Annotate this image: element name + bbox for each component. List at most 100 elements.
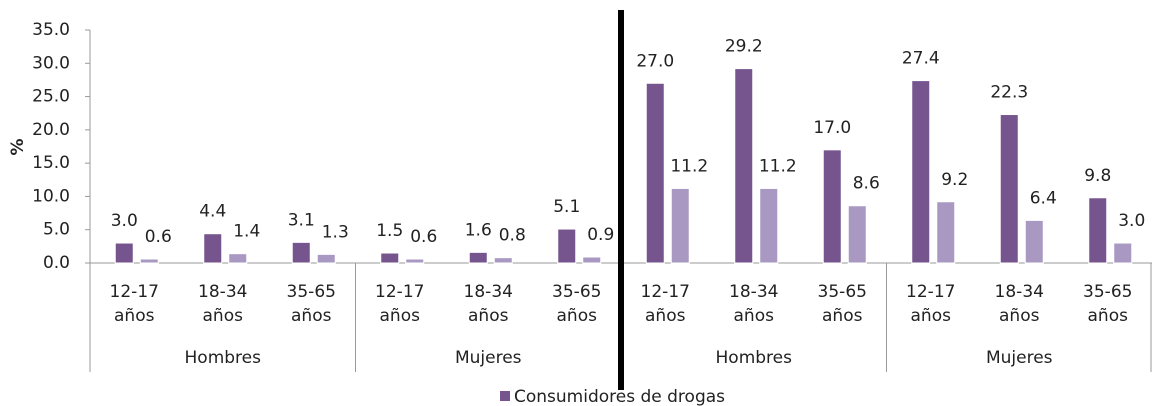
value-label: 5.1	[553, 197, 580, 217]
bar	[670, 187, 690, 264]
y-axis-label: %	[8, 138, 28, 155]
legend-swatch	[500, 391, 510, 401]
x-tick-label-line: años	[999, 306, 1040, 326]
bar	[139, 258, 159, 264]
x-tick-label-line: años	[645, 306, 686, 326]
bar	[847, 205, 867, 264]
x-tick-label: 18-34 años	[464, 282, 513, 326]
value-label: 0.6	[145, 227, 172, 247]
bar	[645, 82, 665, 264]
x-tick-label: 12-17 años	[906, 282, 955, 326]
x-tick-label-line: años	[822, 306, 863, 326]
group-label: Mujeres	[455, 348, 522, 368]
value-label: 0.6	[410, 227, 437, 247]
value-label: 8.6	[853, 174, 880, 194]
bar	[759, 187, 779, 264]
x-tick-label-line: años	[291, 306, 332, 326]
value-label: 0.9	[587, 225, 614, 245]
value-label: 0.8	[499, 226, 526, 246]
x-tick-label-line: 18-34	[198, 282, 247, 302]
bar	[1024, 219, 1044, 264]
x-tick-label: 35-65 años	[552, 282, 601, 326]
value-label: 27.0	[636, 51, 674, 71]
bar	[493, 257, 513, 264]
x-tick-label-line: 18-34	[729, 282, 778, 302]
bar	[316, 253, 336, 264]
bar	[911, 80, 931, 264]
legend-label: Consumidores de drogas	[514, 387, 725, 406]
divider	[618, 10, 624, 390]
x-tick-label: 18-34 años	[198, 282, 247, 326]
value-label: 1.4	[233, 222, 260, 242]
x-tick-label: 12-17 años	[641, 282, 690, 326]
x-tick-label-line: años	[114, 306, 155, 326]
y-tick-label: 5.0	[43, 220, 70, 240]
value-label: 27.4	[902, 49, 940, 69]
value-label: 9.8	[1084, 166, 1111, 186]
x-tick-label-line: años	[557, 306, 598, 326]
x-tick-label-line: 12-17	[906, 282, 955, 302]
x-tick-label-line: 18-34	[995, 282, 1044, 302]
value-label: 11.2	[759, 156, 797, 176]
value-label: 3.0	[111, 211, 138, 231]
value-label: 3.0	[1118, 211, 1145, 231]
bar	[380, 252, 400, 264]
bar	[1088, 197, 1108, 264]
x-tick-label-line: 35-65	[818, 282, 867, 302]
value-label: 1.3	[322, 222, 349, 242]
x-tick-label: 35-65 años	[818, 282, 867, 326]
bar	[822, 149, 842, 264]
value-label: 17.0	[813, 118, 851, 138]
value-label: 4.4	[199, 202, 226, 222]
y-tick-label: 10.0	[32, 186, 70, 206]
x-tick-label-line: años	[1088, 306, 1129, 326]
x-tick-label: 35-65 años	[1083, 282, 1132, 326]
value-label: 3.1	[288, 210, 315, 230]
value-label: 1.6	[465, 220, 492, 240]
x-tick-label: 12-17 años	[110, 282, 159, 326]
x-tick-label-line: años	[734, 306, 775, 326]
bar	[936, 201, 956, 264]
y-tick-label: 35.0	[32, 20, 70, 40]
x-tick-label-line: 18-34	[464, 282, 513, 302]
value-label: 6.4	[1030, 188, 1057, 208]
bar	[999, 114, 1019, 264]
x-tick-label-line: años	[468, 306, 509, 326]
group-label: Hombres	[716, 348, 793, 368]
value-label: 9.2	[941, 170, 968, 190]
bar	[734, 68, 754, 264]
x-tick-label-line: años	[380, 306, 421, 326]
y-tick-label: 30.0	[32, 53, 70, 73]
y-tick-label: 15.0	[32, 153, 70, 173]
value-label: 29.2	[725, 37, 763, 57]
x-tick-label-line: años	[911, 306, 952, 326]
bar	[405, 258, 425, 264]
x-tick-label-line: 12-17	[375, 282, 424, 302]
x-tick-label-line: años	[203, 306, 244, 326]
value-label: 1.5	[376, 221, 403, 241]
bar	[557, 228, 577, 264]
bar	[468, 251, 488, 264]
x-tick-label: 35-65 años	[287, 282, 336, 326]
y-tick-label: 20.0	[32, 120, 70, 140]
x-tick-label-line: 12-17	[110, 282, 159, 302]
y-tick-label: 25.0	[32, 87, 70, 107]
bar	[228, 253, 248, 264]
x-tick-label: 12-17 años	[375, 282, 424, 326]
y-tick-label: 0.0	[43, 253, 70, 273]
x-tick-label: 18-34 años	[729, 282, 778, 326]
x-tick-label-line: 35-65	[552, 282, 601, 302]
x-tick-label: 18-34 años	[995, 282, 1044, 326]
group-label: Mujeres	[986, 348, 1053, 368]
x-tick-label-line: 35-65	[287, 282, 336, 302]
bar	[582, 256, 602, 264]
x-tick-label-line: 35-65	[1083, 282, 1132, 302]
value-label: 22.3	[990, 83, 1028, 103]
value-label: 11.2	[670, 156, 708, 176]
bar	[114, 242, 134, 264]
group-label: Hombres	[185, 348, 262, 368]
x-tick-label-line: 12-17	[641, 282, 690, 302]
bar	[1113, 242, 1133, 264]
bar	[291, 241, 311, 264]
